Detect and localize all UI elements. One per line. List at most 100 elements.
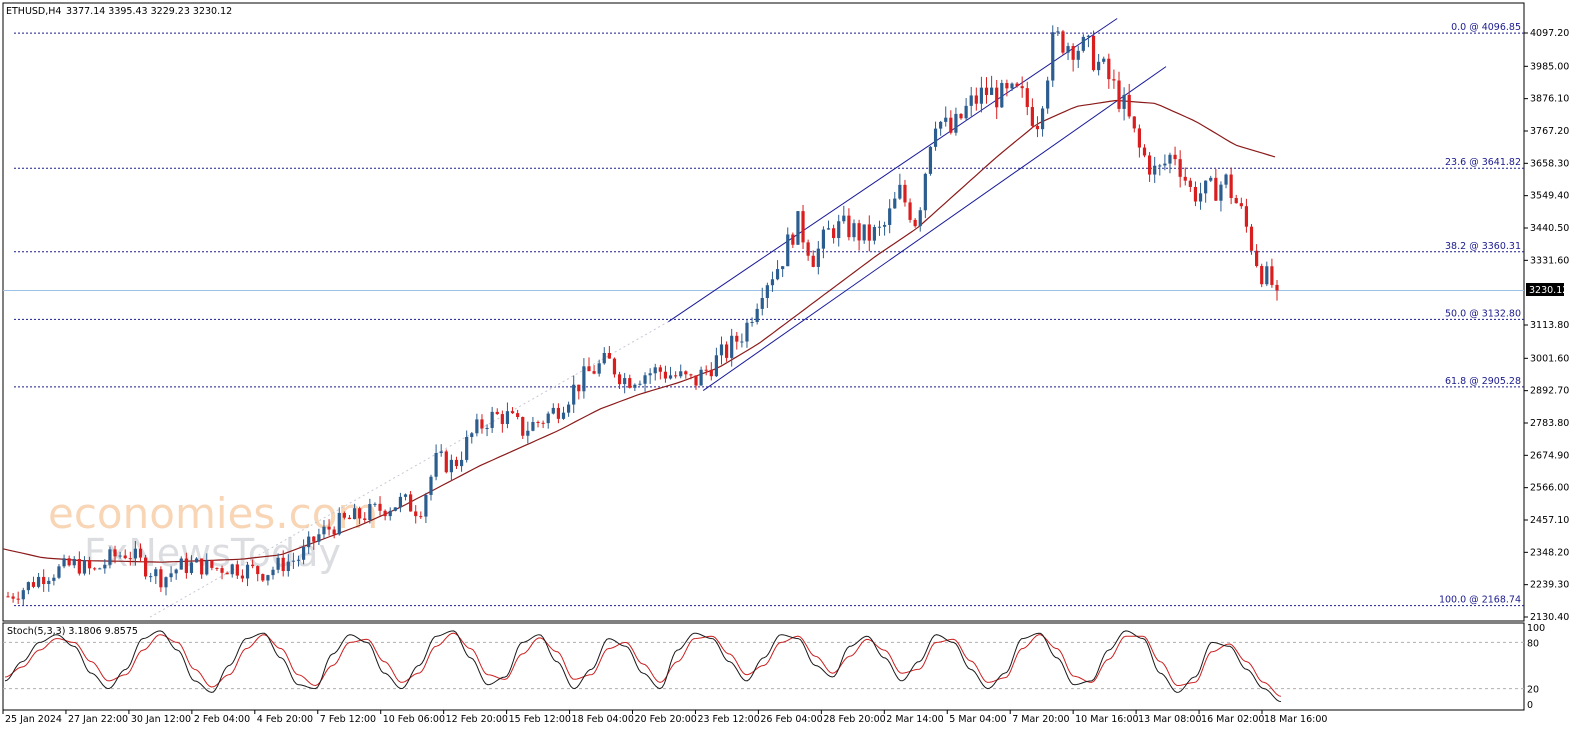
candle-body [301,546,306,560]
candle-body [852,223,856,238]
y-tick-label: 2348.20 [1530,547,1569,558]
candle-body [1051,32,1055,81]
candle-body [1132,116,1136,129]
x-tick-label: 18 Mar 16:00 [1264,714,1327,725]
candle-body [495,411,499,415]
candle-body [979,87,984,104]
candle-body [414,511,418,517]
candle-body [1270,266,1274,285]
candle-body [444,451,448,473]
candle-body [607,352,611,359]
candle-body [577,384,581,392]
candle-body [684,371,688,375]
candle-body [1117,80,1121,109]
candle-body [587,366,591,372]
candle-body [465,436,469,460]
candle-body [449,459,453,473]
candle-body [954,113,958,133]
channel-lower-line [702,66,1167,391]
candle-body [72,558,76,566]
candle-body [189,562,194,573]
candle-body [750,322,754,324]
candle-body [179,558,183,570]
candle-body [745,322,749,342]
candle-body [312,536,316,542]
candle-body [194,558,199,563]
stoch-y-label: 100 [1527,623,1545,634]
candle-body [42,576,46,585]
candle-body [281,557,285,572]
candle-body [714,355,718,377]
candle-body [1112,79,1116,81]
candle-body [1173,154,1177,160]
candle-body [668,375,673,379]
candle-body [1249,226,1254,251]
candle-body [93,568,97,570]
candle-body [1209,177,1213,181]
candle-body [215,567,219,569]
candle-body [225,572,229,575]
candle-body [505,411,510,424]
candle-body [327,526,331,530]
candle-body [1025,88,1029,108]
candle-body [373,503,377,505]
candle-body [490,411,494,428]
candle-body [1275,284,1279,291]
candle-body [913,219,917,227]
candle-body [877,226,882,228]
candle-body [322,526,326,535]
candle-body [898,184,902,199]
candle-body [1056,31,1060,33]
x-tick-label: 18 Feb 04:00 [572,714,634,725]
candle-body [388,510,392,517]
candle-body [719,344,724,356]
x-tick-label: 4 Feb 20:00 [257,714,313,725]
candle-body [602,352,606,364]
candle-body [862,224,866,241]
x-tick-label: 20 Feb 20:00 [635,714,697,725]
candle-body [205,560,209,575]
candle-body [653,367,657,374]
y-tick-label: 3985.00 [1530,61,1569,72]
candle-body [103,564,107,569]
candle-body [1265,266,1269,285]
candle-body [266,575,270,581]
candle-body [531,422,535,431]
candle-body [572,384,576,405]
candle-body [240,575,245,579]
channel-upper-line [668,18,1118,323]
candle-body [1091,35,1096,71]
x-tick-label: 7 Feb 12:00 [320,714,376,725]
candle-body [617,374,622,385]
candle-body [1193,186,1198,202]
candle-body [82,560,87,574]
candle-body [597,363,601,374]
fib-level-label: 23.6 @ 3641.82 [1445,157,1521,168]
candle-body [1147,155,1152,175]
candle-body [857,223,861,241]
candle-body [1178,159,1182,177]
y-tick-label: 3113.80 [1530,320,1569,331]
x-tick-label: 28 Feb 20:00 [823,714,885,725]
candle-body [6,596,10,598]
candle-body [1020,86,1024,89]
candle-body [383,510,387,517]
candle-body [154,569,158,577]
candle-body [26,582,30,591]
stoch-y-label: 0 [1527,700,1533,711]
candle-body [439,451,443,454]
candle-body [210,560,214,568]
x-tick-label: 7 Mar 20:00 [1012,714,1069,725]
candle-body [735,335,739,342]
candle-body [256,566,260,575]
candle-body [811,255,815,267]
candle-body [291,560,295,562]
candle-body [633,384,637,388]
candle-body [781,266,785,270]
candle-body [1229,174,1233,198]
candle-body [704,369,708,371]
candle-body [368,503,372,520]
candle-body [67,558,71,566]
candle-body [526,430,530,436]
